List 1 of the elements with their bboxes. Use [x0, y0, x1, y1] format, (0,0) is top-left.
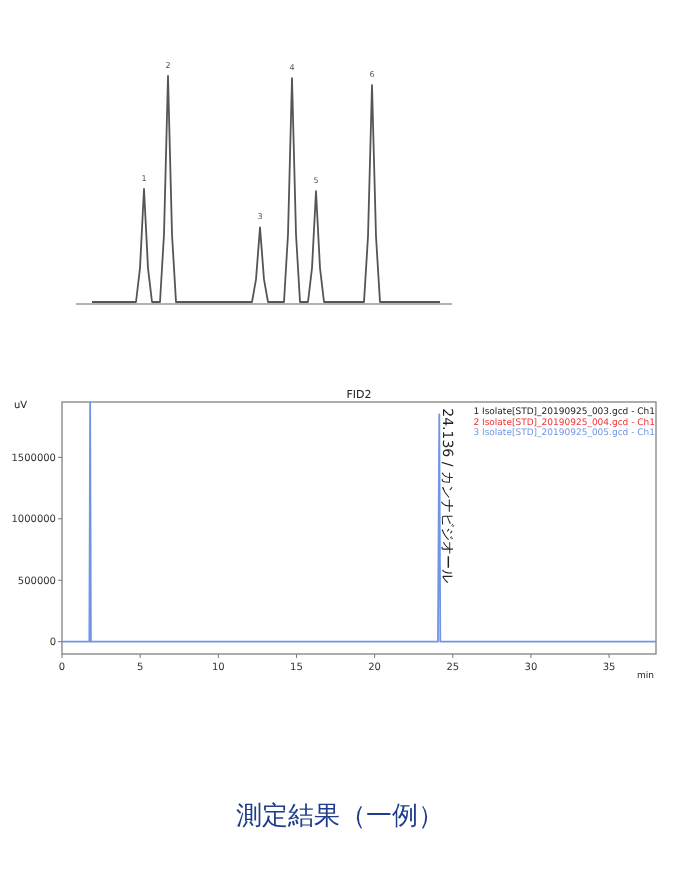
text: 測定結果（一例） [236, 802, 444, 832]
